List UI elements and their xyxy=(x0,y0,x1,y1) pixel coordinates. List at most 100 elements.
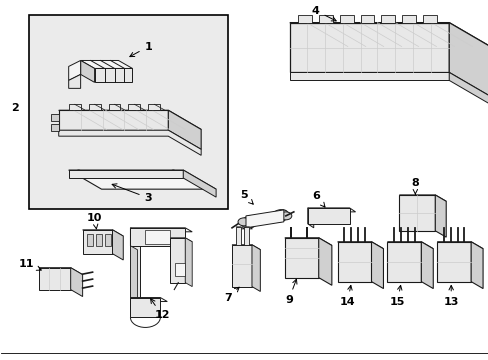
Text: 2: 2 xyxy=(11,103,19,113)
Polygon shape xyxy=(386,242,432,249)
Polygon shape xyxy=(59,110,201,130)
Polygon shape xyxy=(183,170,216,197)
Text: 8: 8 xyxy=(410,178,418,194)
Bar xyxy=(423,15,436,23)
Polygon shape xyxy=(175,263,185,276)
Polygon shape xyxy=(244,227,252,229)
Polygon shape xyxy=(82,230,123,236)
Ellipse shape xyxy=(279,212,291,220)
Text: 12: 12 xyxy=(150,299,170,320)
Polygon shape xyxy=(94,68,132,82)
Polygon shape xyxy=(307,208,355,212)
Bar xyxy=(145,230,170,244)
Polygon shape xyxy=(68,75,81,88)
Bar xyxy=(381,15,395,23)
Polygon shape xyxy=(285,238,331,246)
Text: 14: 14 xyxy=(339,285,355,306)
Bar xyxy=(297,15,311,23)
Polygon shape xyxy=(421,242,432,289)
Polygon shape xyxy=(112,230,123,260)
Polygon shape xyxy=(236,227,244,229)
Text: 9: 9 xyxy=(285,279,296,305)
Polygon shape xyxy=(130,298,160,318)
Polygon shape xyxy=(81,60,94,82)
Bar xyxy=(108,104,120,110)
Circle shape xyxy=(313,213,318,219)
Ellipse shape xyxy=(270,210,288,222)
Circle shape xyxy=(339,213,344,219)
Polygon shape xyxy=(436,242,482,249)
Polygon shape xyxy=(170,238,185,283)
Polygon shape xyxy=(39,268,71,289)
Polygon shape xyxy=(130,228,192,232)
Polygon shape xyxy=(289,23,488,46)
Polygon shape xyxy=(448,72,488,104)
Bar xyxy=(95,234,102,246)
Bar xyxy=(51,114,59,121)
Text: 4: 4 xyxy=(311,6,335,21)
Polygon shape xyxy=(371,242,383,289)
Bar xyxy=(29,15,227,209)
Polygon shape xyxy=(71,268,82,297)
Polygon shape xyxy=(59,130,201,156)
Polygon shape xyxy=(399,195,434,231)
Text: 10: 10 xyxy=(87,213,102,229)
Polygon shape xyxy=(289,23,448,72)
Polygon shape xyxy=(68,170,216,189)
Polygon shape xyxy=(285,238,318,278)
Polygon shape xyxy=(130,228,185,246)
Polygon shape xyxy=(436,242,470,282)
Bar xyxy=(318,15,332,23)
Polygon shape xyxy=(318,238,331,285)
Text: 1: 1 xyxy=(130,41,152,57)
Polygon shape xyxy=(130,246,137,302)
Bar xyxy=(88,104,101,110)
Polygon shape xyxy=(307,208,313,228)
Polygon shape xyxy=(130,246,140,298)
Text: 7: 7 xyxy=(224,287,239,302)
Polygon shape xyxy=(470,242,482,289)
Bar xyxy=(339,15,353,23)
Ellipse shape xyxy=(241,216,258,228)
Bar xyxy=(360,15,374,23)
Polygon shape xyxy=(434,195,446,237)
Bar xyxy=(86,234,92,246)
Bar xyxy=(104,234,110,246)
Polygon shape xyxy=(168,110,201,149)
Polygon shape xyxy=(244,227,248,245)
Polygon shape xyxy=(130,298,167,302)
Bar xyxy=(68,104,81,110)
Text: 3: 3 xyxy=(112,184,152,203)
Polygon shape xyxy=(448,23,488,96)
Polygon shape xyxy=(130,228,137,250)
Polygon shape xyxy=(386,242,421,282)
Polygon shape xyxy=(82,230,112,254)
Polygon shape xyxy=(68,170,183,178)
Bar xyxy=(402,15,415,23)
Polygon shape xyxy=(337,242,383,249)
Polygon shape xyxy=(399,195,446,201)
Polygon shape xyxy=(81,60,132,68)
Bar xyxy=(51,124,59,131)
Polygon shape xyxy=(307,208,349,224)
Ellipse shape xyxy=(238,218,249,226)
Text: 11: 11 xyxy=(19,259,41,270)
Polygon shape xyxy=(289,72,448,80)
Polygon shape xyxy=(245,210,283,228)
Polygon shape xyxy=(170,238,192,242)
Polygon shape xyxy=(59,110,168,130)
Text: 15: 15 xyxy=(389,285,404,306)
Polygon shape xyxy=(251,245,260,292)
Bar xyxy=(148,104,160,110)
Polygon shape xyxy=(68,60,81,80)
Polygon shape xyxy=(232,245,260,249)
Text: 6: 6 xyxy=(311,191,325,207)
Polygon shape xyxy=(232,245,251,287)
Polygon shape xyxy=(337,242,371,282)
Polygon shape xyxy=(185,238,192,287)
Polygon shape xyxy=(236,227,241,245)
Polygon shape xyxy=(39,268,82,275)
Text: 5: 5 xyxy=(240,190,253,204)
Text: 13: 13 xyxy=(443,285,458,306)
Bar xyxy=(128,104,140,110)
